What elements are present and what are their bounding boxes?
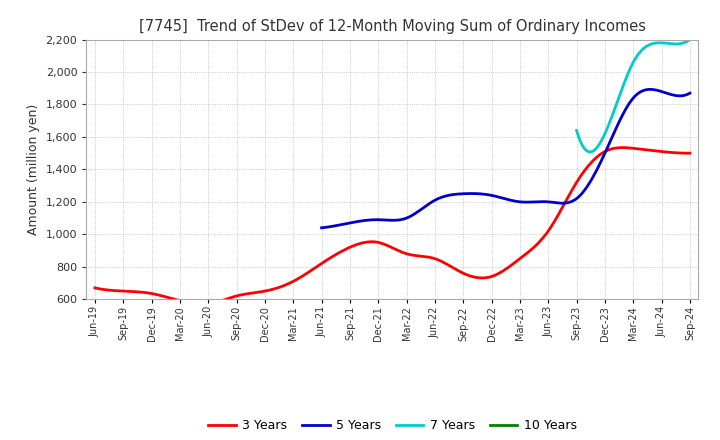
5 Years bbox=[543, 199, 552, 205]
3 Years bbox=[198, 302, 207, 307]
5 Years bbox=[536, 199, 545, 204]
7 Years bbox=[572, 128, 581, 133]
7 Years bbox=[572, 129, 581, 134]
Line: 3 Years: 3 Years bbox=[95, 147, 690, 304]
Line: 5 Years: 5 Years bbox=[322, 89, 690, 228]
5 Years bbox=[535, 199, 544, 204]
Line: 7 Years: 7 Years bbox=[577, 40, 690, 152]
5 Years bbox=[628, 97, 636, 102]
5 Years bbox=[685, 91, 694, 96]
Title: [7745]  Trend of StDev of 12-Month Moving Sum of Ordinary Incomes: [7745] Trend of StDev of 12-Month Moving… bbox=[139, 19, 646, 34]
Legend: 3 Years, 5 Years, 7 Years, 10 Years: 3 Years, 5 Years, 7 Years, 10 Years bbox=[203, 414, 582, 437]
5 Years bbox=[652, 88, 661, 93]
3 Years bbox=[618, 145, 626, 150]
5 Years bbox=[318, 225, 327, 230]
7 Years bbox=[685, 37, 694, 42]
7 Years bbox=[640, 45, 649, 51]
7 Years bbox=[675, 41, 684, 46]
Y-axis label: Amount (million yen): Amount (million yen) bbox=[27, 104, 40, 235]
7 Years bbox=[642, 44, 651, 49]
3 Years bbox=[91, 285, 99, 290]
3 Years bbox=[634, 146, 642, 151]
7 Years bbox=[668, 41, 677, 47]
3 Years bbox=[93, 286, 102, 291]
3 Years bbox=[594, 153, 603, 158]
7 Years bbox=[639, 45, 648, 51]
5 Years bbox=[318, 225, 326, 231]
7 Years bbox=[586, 149, 595, 154]
3 Years bbox=[456, 270, 465, 275]
3 Years bbox=[447, 264, 456, 269]
3 Years bbox=[445, 263, 454, 268]
5 Years bbox=[646, 87, 654, 92]
3 Years bbox=[685, 150, 694, 156]
